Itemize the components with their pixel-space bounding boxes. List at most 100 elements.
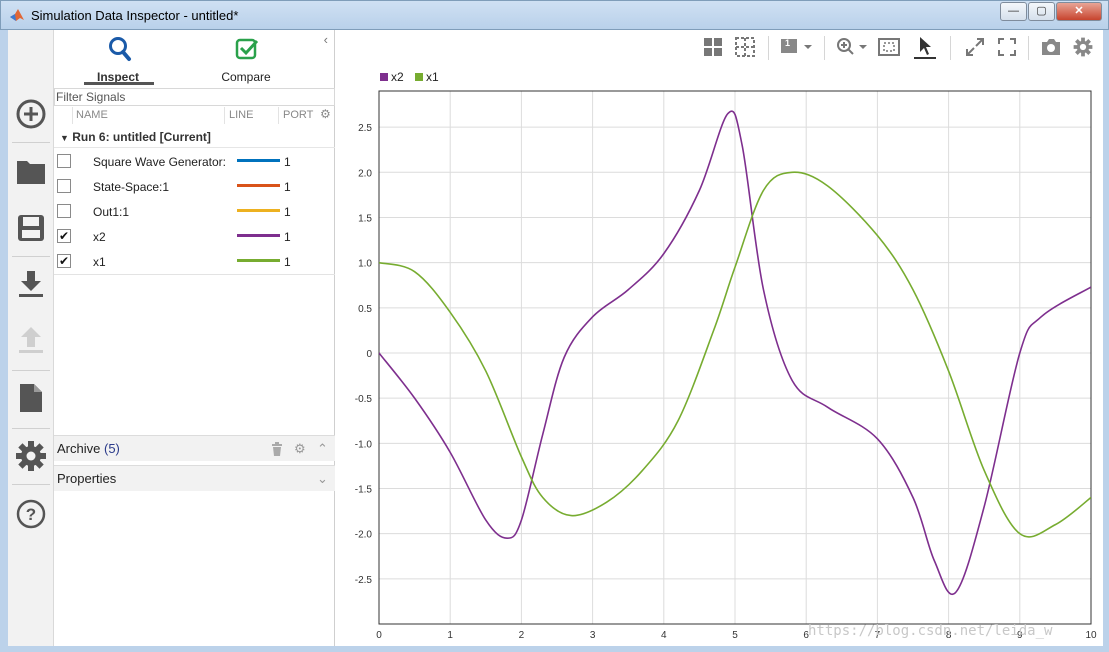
chevron-down-icon[interactable]: ⌄ — [317, 471, 328, 486]
y-tick-label: 1.0 — [358, 259, 372, 270]
plot-settings-button[interactable] — [1071, 36, 1095, 58]
signal-checkbox[interactable] — [57, 179, 71, 193]
x-tick-label: 1 — [447, 630, 453, 641]
trash-icon[interactable] — [271, 442, 283, 456]
rail-divider — [12, 428, 50, 429]
signal-line-swatch[interactable] — [237, 184, 280, 187]
signal-line-swatch[interactable] — [237, 159, 280, 162]
x-tick-label: 6 — [803, 630, 809, 641]
layout-badge: 1 — [785, 38, 791, 48]
open-button[interactable] — [8, 144, 54, 200]
column-header-line[interactable]: LINE — [227, 107, 279, 124]
series-line-x1[interactable] — [379, 171, 1091, 538]
signal-port: 1 — [284, 155, 291, 169]
y-tick-label: -2.0 — [355, 530, 373, 541]
signal-row[interactable]: ✔ x2 1 — [54, 225, 335, 250]
legend-item-x2[interactable]: x2 — [380, 70, 404, 84]
signal-line-swatch[interactable] — [237, 209, 280, 212]
close-button[interactable]: ✕ — [1056, 2, 1102, 21]
legend-swatch — [415, 73, 423, 81]
watermark-text: https://blog.csdn.net/leida_w — [808, 623, 1053, 639]
filter-signals-input[interactable]: Filter Signals — [54, 88, 335, 106]
line-chart[interactable]: 0 1 2 3 4 5 6 7 8 9 10 2.5 2.0 1.5 1.0 0.5 0 -0.5 -1.0 -1.5… — [336, 64, 1103, 646]
maximize-button[interactable]: ▢ — [1028, 2, 1055, 21]
series-line-x2[interactable] — [379, 110, 1091, 596]
subplot-selector-icon — [781, 39, 812, 53]
signal-port: 1 — [284, 230, 291, 244]
tab-inspect-label: Inspect — [96, 70, 139, 84]
x-tick-label: 9 — [1017, 630, 1023, 641]
archive-section[interactable]: Archive (5) ⚙ ⌃ — [54, 435, 335, 461]
signal-checkbox[interactable]: ✔ — [57, 254, 71, 268]
tab-compare[interactable]: Compare — [186, 34, 306, 84]
layout-button[interactable] — [702, 36, 724, 58]
signal-panel: Inspect Compare ‹ Filter Signals NAME LI… — [54, 30, 335, 646]
report-button[interactable] — [8, 370, 54, 426]
snapshot-button[interactable] — [1039, 36, 1063, 58]
y-tick-label: -1.0 — [355, 439, 373, 450]
active-tab-indicator — [84, 82, 154, 85]
chevron-up-icon[interactable]: ⌃ — [317, 441, 328, 456]
help-button[interactable]: ? — [8, 486, 54, 542]
legend-item-x1[interactable]: x1 — [415, 70, 439, 84]
fullscreen-button[interactable] — [996, 36, 1018, 58]
signal-row[interactable]: State-Space:1 1 — [54, 175, 335, 200]
settings-button[interactable] — [8, 428, 54, 484]
plot-area[interactable]: x2 x1 0 1 2 3 4 5 6 7 8 9 10 2.5 2.0 1.5 1.0 0.5 0 -0.5 -1… — [336, 64, 1103, 646]
fit-to-view-button[interactable] — [877, 36, 901, 58]
signal-line-swatch[interactable] — [237, 259, 280, 262]
signal-port: 1 — [284, 255, 291, 269]
y-tick-label: 2.5 — [358, 123, 372, 134]
toolbar-divider — [950, 36, 951, 60]
run-group-row[interactable]: ▼ Run 6: untitled [Current] — [54, 126, 335, 148]
cursor-button[interactable] — [912, 36, 938, 59]
signal-checkbox[interactable] — [57, 204, 71, 218]
tab-inspect[interactable]: Inspect — [58, 34, 178, 84]
plot-grid-icon — [735, 37, 755, 57]
signal-line-swatch[interactable] — [237, 234, 280, 237]
x-tick-label: 3 — [590, 630, 596, 641]
export-button[interactable] — [8, 256, 54, 312]
archive-count: (5) — [103, 441, 120, 456]
collapse-panel-icon[interactable]: ‹ — [323, 32, 328, 47]
expand-button[interactable] — [964, 36, 986, 58]
signal-name: State-Space:1 — [93, 180, 170, 194]
camera-icon — [1042, 39, 1060, 55]
column-header-name[interactable]: NAME — [74, 107, 225, 124]
minimize-button[interactable]: — — [1000, 2, 1027, 21]
properties-section[interactable]: Properties ⌄ — [54, 465, 335, 491]
upload-icon — [19, 327, 43, 353]
x-tick-label: 8 — [946, 630, 952, 641]
expand-triangle-icon[interactable]: ▼ — [60, 133, 69, 143]
signal-row[interactable]: Square Wave Generator: 1 — [54, 150, 335, 175]
search-icon — [109, 37, 131, 61]
plot-grid-button[interactable] — [734, 36, 756, 58]
run-label: Run 6: untitled [Current] — [72, 130, 211, 144]
column-header-port[interactable]: PORT — [283, 109, 314, 121]
list-divider — [54, 274, 335, 275]
signal-checkbox[interactable] — [57, 154, 71, 168]
zoom-button[interactable] — [835, 36, 869, 58]
folder-icon — [17, 161, 45, 184]
y-tick-label: 2.0 — [358, 168, 372, 179]
action-rail: ? — [8, 30, 54, 646]
signal-row[interactable]: Out1:1 1 — [54, 200, 335, 225]
archive-settings-icon[interactable]: ⚙ — [294, 441, 306, 456]
column-settings-icon[interactable]: ⚙ — [320, 107, 331, 121]
signal-checkbox[interactable]: ✔ — [57, 229, 71, 243]
toolbar-divider — [1028, 36, 1029, 60]
grid-layout-icon — [704, 38, 722, 56]
gear-icon — [16, 441, 46, 471]
window-frame-left — [0, 30, 8, 652]
x-tick-label: 7 — [875, 630, 881, 641]
x-tick-label: 0 — [376, 630, 382, 641]
save-icon — [18, 215, 44, 241]
help-icon: ? — [16, 499, 46, 529]
rail-divider — [12, 370, 50, 371]
visualization-gallery-button[interactable]: 1 — [779, 36, 815, 58]
window-frame-bottom — [0, 646, 1109, 652]
new-session-button[interactable] — [8, 86, 54, 142]
save-button[interactable] — [8, 200, 54, 256]
signal-row[interactable]: ✔ x1 1 — [54, 250, 335, 275]
y-tick-label: -2.5 — [355, 575, 373, 586]
